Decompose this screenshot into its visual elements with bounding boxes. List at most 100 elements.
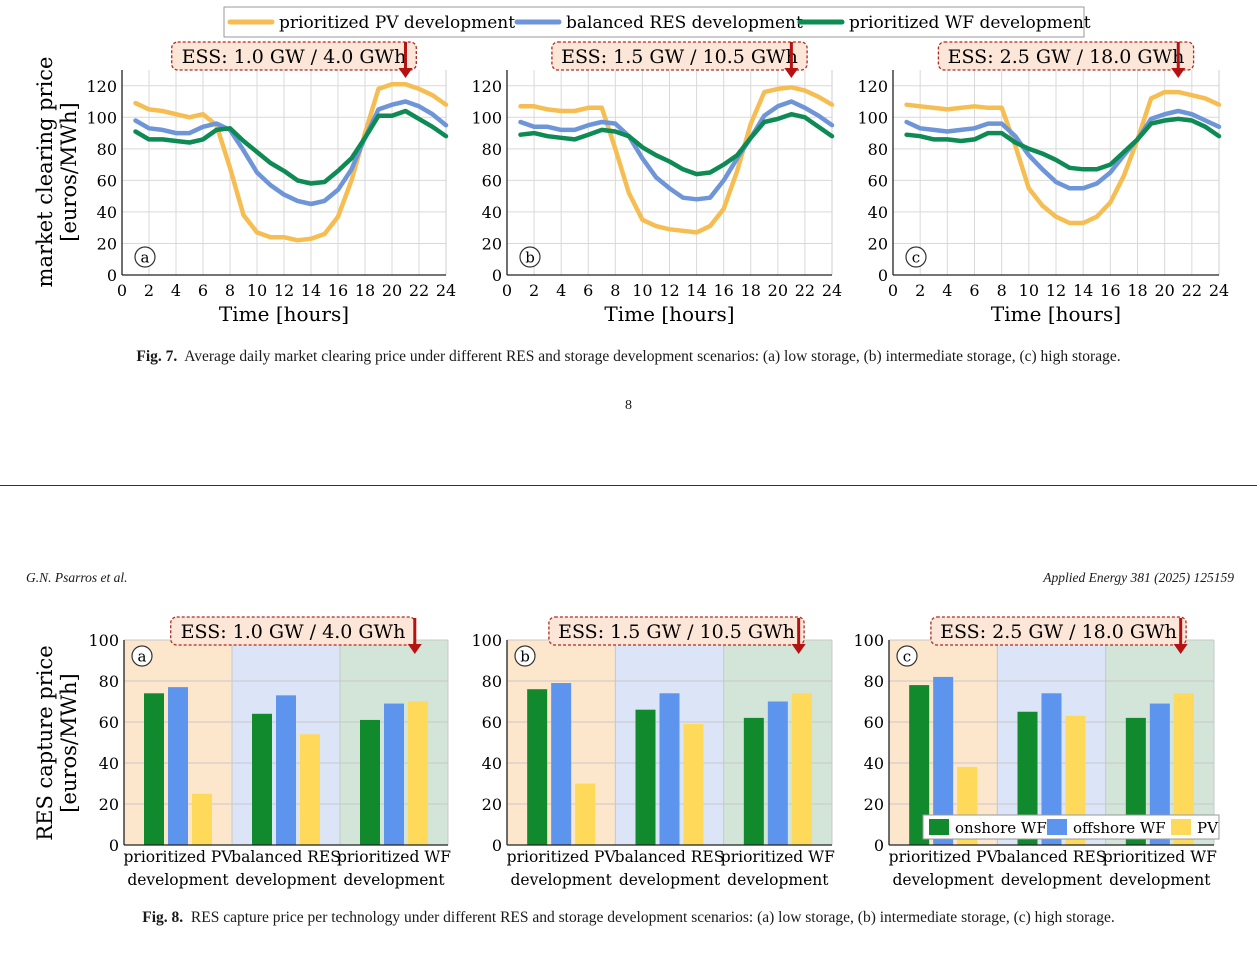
x-tick-label-line-a: 6 xyxy=(198,281,208,300)
fig7-line-charts: prioritized PV development balanced RES d… xyxy=(33,6,1229,326)
x-tick-label-line-a: 20 xyxy=(382,281,402,300)
y-tick-label-bar-a: 100 xyxy=(88,631,119,650)
ess-label-line-c: ESS: 2.5 GW / 18.0 GWh xyxy=(948,46,1185,68)
y-tick-label-bar-b: 60 xyxy=(482,713,502,732)
panel-letter-bar-a: a xyxy=(138,648,147,666)
series-line-line-b-2 xyxy=(518,111,835,177)
y-tick-label-bar-c: 20 xyxy=(864,795,884,814)
fig8-y-axis-label-line2: [euros/MWh] xyxy=(57,673,81,812)
x-tick-label-line-a: 2 xyxy=(144,281,154,300)
ess-label-box-line-c xyxy=(937,41,1195,71)
bar-bar-c-1-1 xyxy=(1041,693,1062,845)
category-label-bar-a-0: prioritized PV xyxy=(124,848,234,866)
page-number: 8 xyxy=(625,398,632,413)
bar-bar-b-1-1 xyxy=(659,693,680,845)
x-tick-label-line-b: 16 xyxy=(713,281,733,300)
panel-badge-line-a xyxy=(134,246,156,268)
ess-label-box-bar-b xyxy=(548,616,805,646)
panel-badge-line-c xyxy=(905,246,927,268)
category-label-bar-b-0-line2: development xyxy=(511,871,613,889)
ess-label-line-b: ESS: 1.5 GW / 10.5 GWh xyxy=(561,46,798,68)
y-tick-label-line-b: 120 xyxy=(471,77,502,96)
fig7-legend-label-2: prioritized WF development xyxy=(849,13,1091,33)
category-label-bar-b-1: balanced RES xyxy=(615,848,725,866)
x-tick-label-line-c: 8 xyxy=(997,281,1007,300)
y-tick-label-bar-b: 40 xyxy=(482,754,502,773)
y-tick-label-bar-b: 20 xyxy=(482,795,502,814)
x-tick-label-line-a: 10 xyxy=(247,281,267,300)
y-tick-label-line-b: 0 xyxy=(492,266,502,285)
y-tick-label-line-b: 100 xyxy=(471,108,502,127)
page-divider xyxy=(0,485,1257,486)
x-tick-label-line-b: 22 xyxy=(795,281,815,300)
bar-bar-c-2-2 xyxy=(1173,693,1194,845)
category-label-bar-b-2-line2: development xyxy=(727,871,829,889)
running-header-authors: G.N. Psarros et al. xyxy=(26,570,128,585)
ess-label-box-bar-a xyxy=(170,616,416,646)
y-tick-label-line-a: 80 xyxy=(97,140,117,159)
category-label-bar-c-0-line2: development xyxy=(893,871,995,889)
x-axis-label-line-c: Time [hours] xyxy=(991,302,1121,326)
category-label-bar-c-1: balanced RES xyxy=(997,848,1107,866)
bar-bar-b-0-1 xyxy=(551,683,572,845)
category-label-bar-a-0-line2: development xyxy=(127,871,229,889)
ess-arrow-head-bar-a xyxy=(407,644,422,654)
bar-bar-b-0-0 xyxy=(527,689,548,845)
panel-letter-line-b: b xyxy=(525,249,535,267)
fig8-caption: Fig. 8. RES capture price per technology… xyxy=(0,909,1257,927)
x-tick-label-line-c: 18 xyxy=(1127,281,1147,300)
category-label-bar-b-1-line2: development xyxy=(619,871,721,889)
panel-letter-bar-b: b xyxy=(520,648,530,666)
ess-label-box-line-b xyxy=(551,41,808,71)
bar-bar-b-1-0 xyxy=(635,709,656,845)
category-label-bar-c-2-line2: development xyxy=(1109,871,1211,889)
bar-bar-a-1-2 xyxy=(300,734,320,845)
x-tick-label-line-c: 4 xyxy=(942,281,952,300)
x-axis-label-line-b: Time [hours] xyxy=(604,302,734,326)
bar-bar-a-2-1 xyxy=(384,703,404,845)
y-tick-label-bar-c: 60 xyxy=(864,713,884,732)
y-tick-label-bar-b: 0 xyxy=(492,836,502,855)
y-tick-label-bar-c: 0 xyxy=(874,836,884,855)
y-tick-label-line-b: 20 xyxy=(482,234,502,253)
x-tick-label-line-b: 24 xyxy=(822,281,842,300)
y-tick-label-bar-c: 40 xyxy=(864,754,884,773)
y-tick-label-bar-a: 20 xyxy=(99,795,119,814)
x-tick-label-line-a: 14 xyxy=(301,281,321,300)
series-line-line-a-1 xyxy=(133,99,449,207)
fig7-caption: Fig. 7. Average daily market clearing pr… xyxy=(0,348,1257,366)
x-tick-label-line-c: 0 xyxy=(888,281,898,300)
bar-bar-a-0-0 xyxy=(144,693,164,845)
panel-letter-bar-c: c xyxy=(903,648,911,666)
bar-bar-c-0-0 xyxy=(909,685,930,845)
fig7-y-axis-label-line2: [euros/MWh] xyxy=(57,102,81,241)
x-tick-label-line-c: 14 xyxy=(1073,281,1093,300)
fig7-legend-label-1: balanced RES development xyxy=(566,13,803,33)
bar-bar-b-0-2 xyxy=(575,783,596,845)
bar-bar-c-0-1 xyxy=(933,676,954,845)
fig8-legend-swatch-1 xyxy=(1047,819,1067,835)
bar-bar-b-2-1 xyxy=(767,701,788,845)
panel-badge-bar-c xyxy=(896,645,918,667)
y-tick-label-line-c: 40 xyxy=(868,203,888,222)
y-tick-label-bar-a: 40 xyxy=(99,754,119,773)
category-label-bar-b-0: prioritized PV xyxy=(507,848,617,866)
panel-letter-line-a: a xyxy=(141,249,150,267)
fig8-y-axis-label-line1: RES capture price xyxy=(33,645,57,840)
x-tick-label-line-a: 0 xyxy=(117,281,127,300)
y-tick-label-bar-c: 80 xyxy=(864,672,884,691)
fig8-legend-swatch-2 xyxy=(1171,819,1191,835)
y-tick-label-bar-b: 80 xyxy=(482,672,502,691)
ess-label-box-bar-c xyxy=(930,616,1187,646)
y-tick-label-line-a: 20 xyxy=(97,234,117,253)
y-tick-label-line-c: 100 xyxy=(857,108,888,127)
x-tick-label-line-a: 12 xyxy=(274,281,294,300)
fig8-legend-label-1: offshore WF xyxy=(1073,819,1166,837)
x-tick-label-line-b: 14 xyxy=(686,281,706,300)
x-tick-label-line-b: 10 xyxy=(632,281,652,300)
series-line-line-a-2 xyxy=(133,108,449,186)
x-tick-label-line-c: 24 xyxy=(1209,281,1229,300)
category-label-bar-b-2: prioritized WF xyxy=(721,848,835,866)
category-label-bar-c-0: prioritized PV xyxy=(889,848,999,866)
bar-bar-c-2-0 xyxy=(1125,717,1146,845)
